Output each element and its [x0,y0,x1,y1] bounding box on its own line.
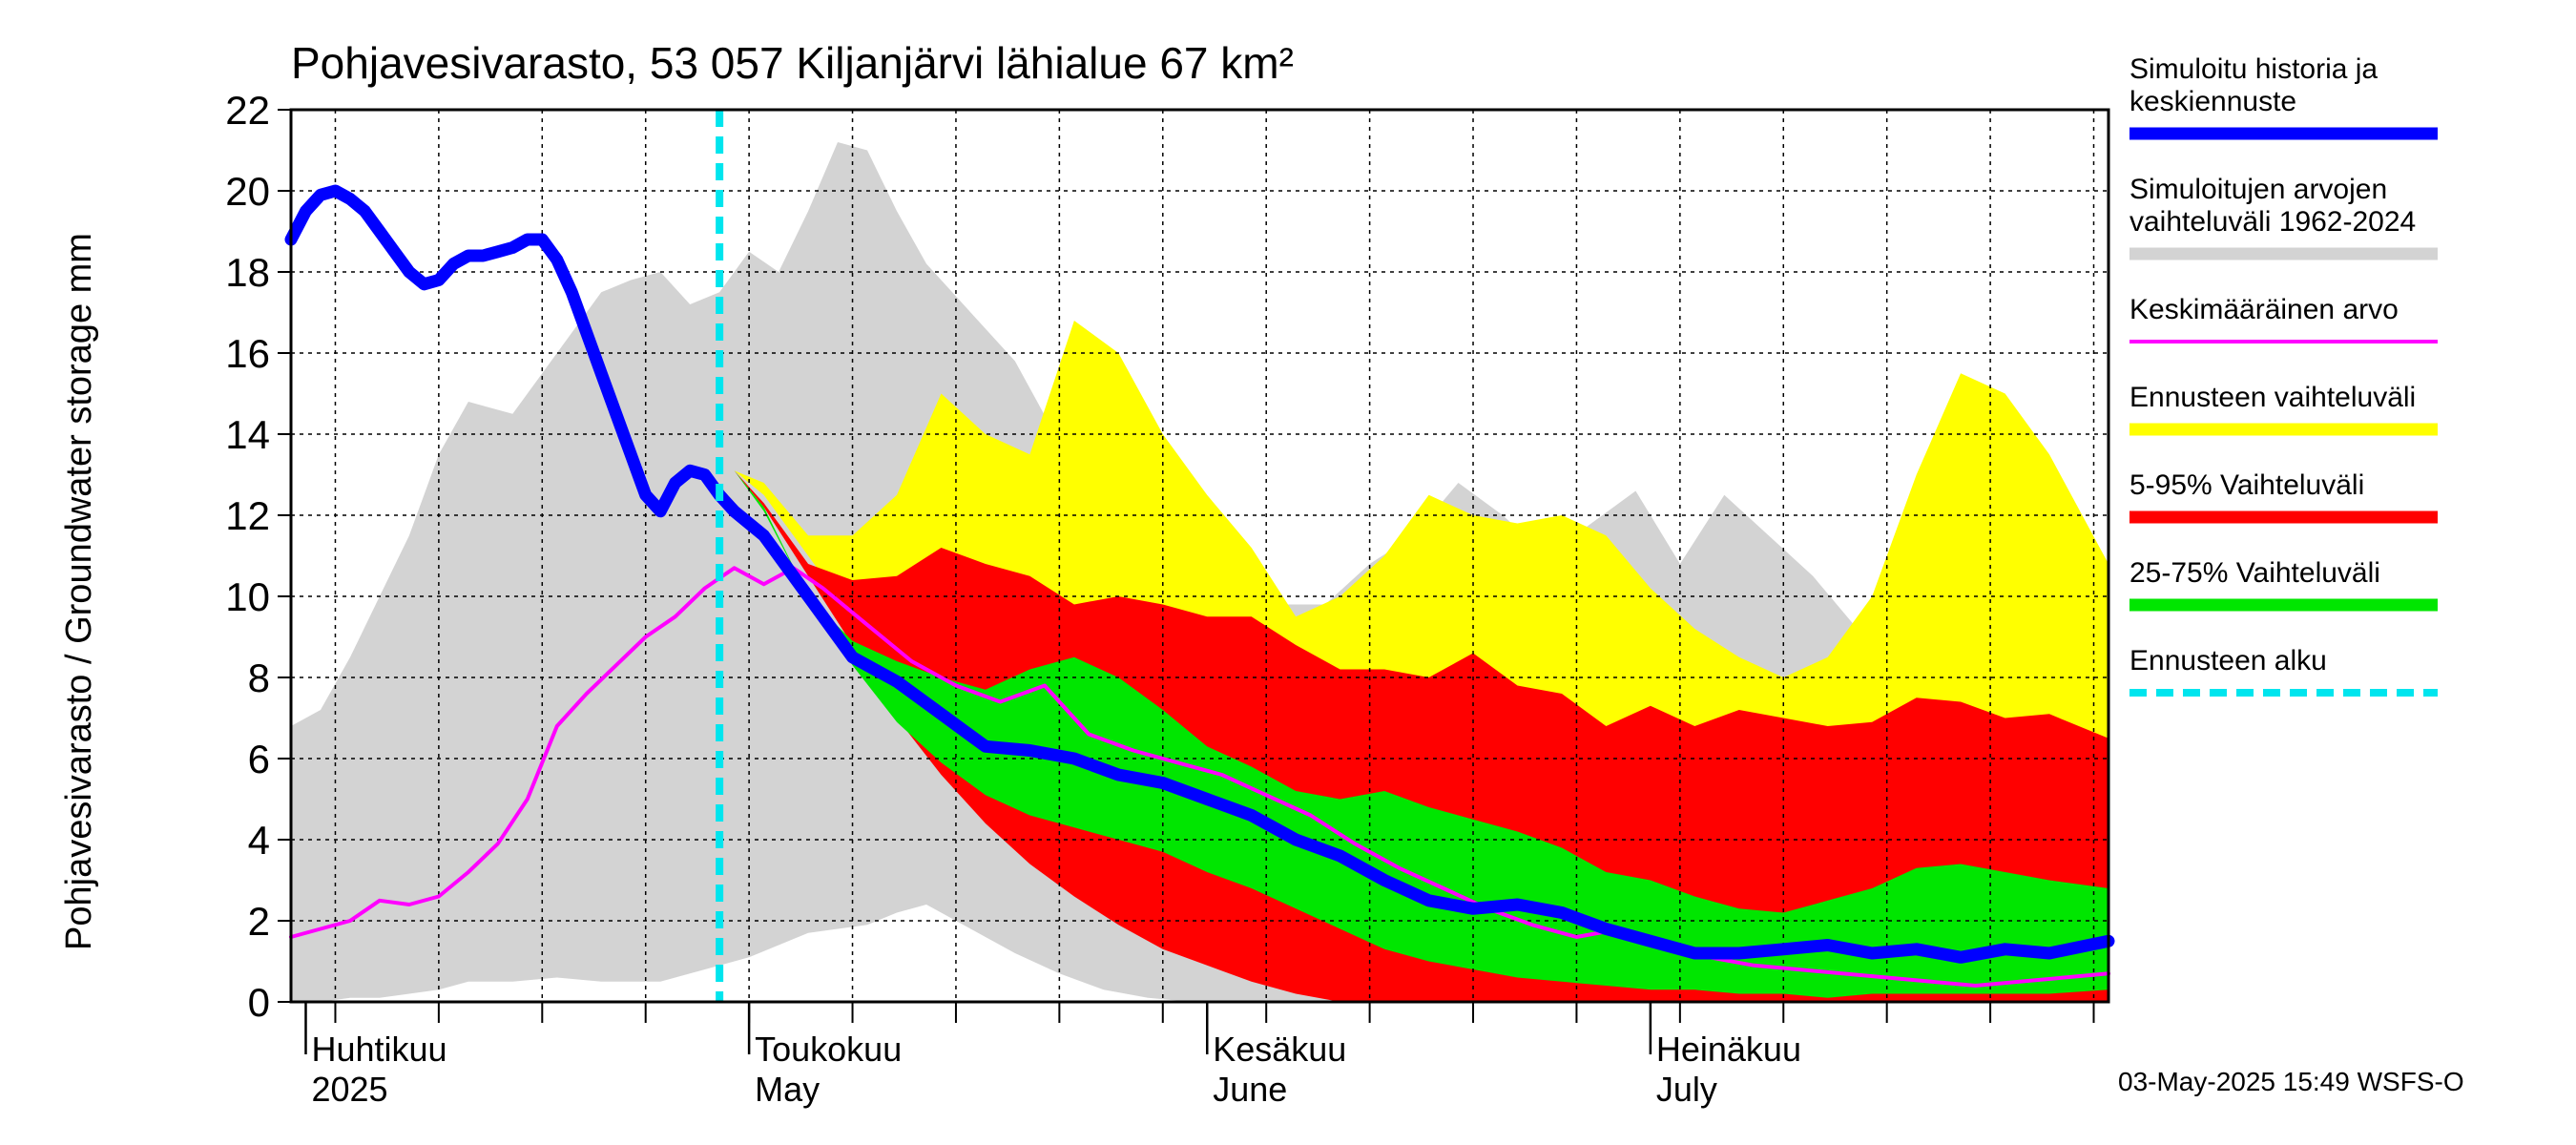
plot-frame [278,108,2110,1054]
month-label-en: 2025 [311,1070,387,1109]
median-forecast-line [284,184,2115,964]
legend-label: keskiennuste [2129,86,2296,117]
month-label-en: May [755,1070,820,1109]
footer-timestamp: 03-May-2025 15:49 WSFS-O [2118,1067,2464,1096]
plot-bands [291,142,2109,1002]
y-tick-label: 0 [248,980,270,1025]
y-tick-label: 10 [225,574,270,619]
chart-title: Pohjavesivarasto, 53 057 Kiljanjärvi läh… [291,38,1294,88]
legend-label: Keskimääräinen arvo [2129,294,2399,325]
legend-label: Simuloitu historia ja [2129,53,2378,85]
month-label-en: July [1656,1070,1717,1109]
legend-label: Ennusteen vaihteluväli [2129,382,2416,413]
y-tick-label: 16 [225,331,270,376]
y-tick-label: 14 [225,412,270,457]
y-tick-labels: 0 2 4 6 8 10 12 14 16 18 20 22 [225,88,270,1025]
legend-label: 25-75% Vaihteluväli [2129,557,2380,589]
mean-value-line [289,566,2110,988]
band-2 [734,470,2109,1002]
legend-label: Ennusteen alku [2129,645,2327,677]
y-tick-label: 18 [225,250,270,295]
y-tick-label: 22 [225,88,270,133]
y-tick-label: 4 [248,818,270,863]
legend-label: Simuloitujen arvojen [2129,174,2387,205]
month-label-fi: Heinäkuu [1656,1030,1801,1069]
plot-border [289,108,2110,1004]
legend-label: vaihteluväli 1962-2024 [2129,206,2416,238]
month-label-fi: Kesäkuu [1213,1030,1346,1069]
month-label-fi: Huhtikuu [311,1030,447,1069]
y-tick-label: 2 [248,899,270,944]
month-label-fi: Toukokuu [755,1030,902,1069]
month-label-en: June [1213,1070,1287,1109]
legend-label: 5-95% Vaihteluväli [2129,469,2364,501]
y-tick-label: 12 [225,493,270,538]
plot-lines [284,110,2115,1002]
y-axis-label: Pohjavesivarasto / Groundwater storage m… [59,233,99,950]
y-tick-label: 20 [225,169,270,214]
y-tick-label: 6 [248,737,270,781]
y-tick-label: 8 [248,656,270,700]
